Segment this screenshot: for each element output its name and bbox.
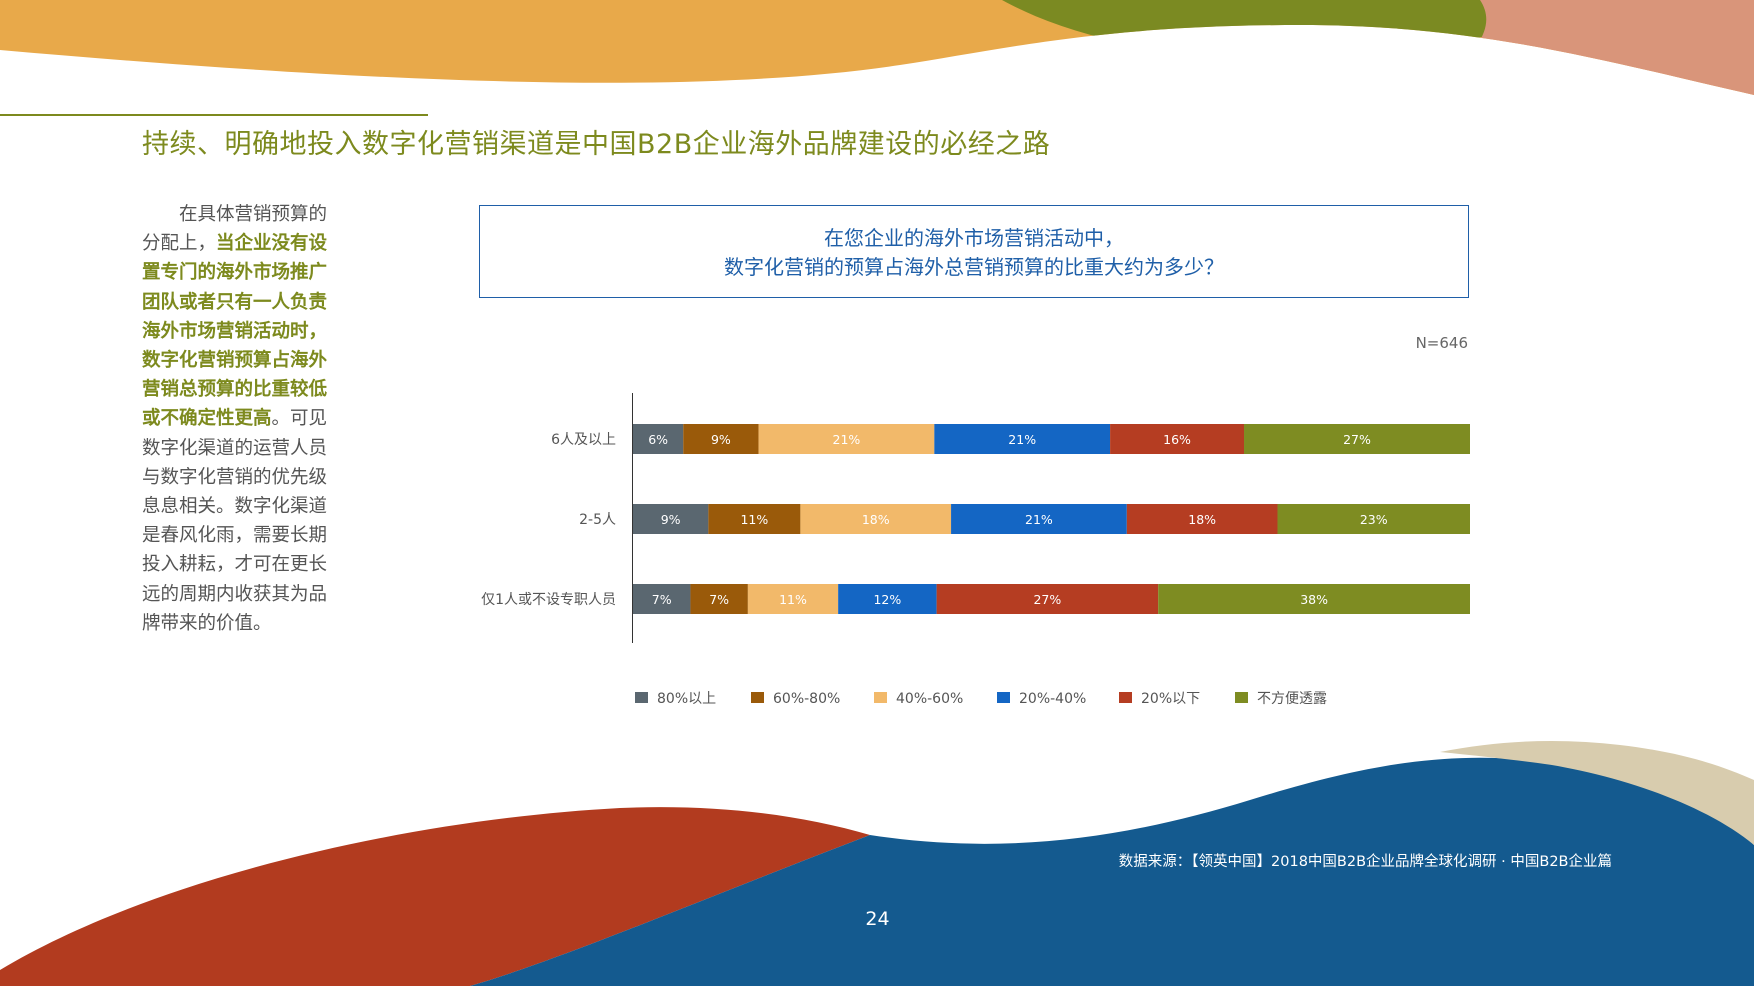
data-label: 16% <box>1163 432 1191 447</box>
bar-segment <box>934 424 1111 454</box>
legend-swatch <box>874 692 887 703</box>
legend-swatch <box>751 692 764 703</box>
bar-segment <box>1110 424 1245 454</box>
side-text-part1: 在具体营销预算的分配上， <box>142 204 328 255</box>
bar-segment <box>1158 584 1470 614</box>
bottom-wave <box>0 740 1754 986</box>
data-label: 9% <box>711 432 731 447</box>
bar-segment <box>1244 424 1470 454</box>
bar-segment <box>747 584 839 614</box>
data-label: 21% <box>833 432 861 447</box>
sample-size: N=646 <box>1415 334 1468 352</box>
question-line1: 在您企业的海外市场营销活动中， <box>824 226 1124 250</box>
bar-segment <box>690 584 748 614</box>
data-label: 23% <box>1360 512 1388 527</box>
legend-swatch <box>1119 692 1132 703</box>
bar-segment <box>800 504 952 534</box>
bar-segment <box>633 424 684 454</box>
side-text-highlight: 当企业没有设置专门的海外市场推广团队或者只有一人负责海外市场营销活动时，数字化营… <box>142 233 328 430</box>
page-number: 24 <box>865 908 890 930</box>
bar-segment <box>951 504 1127 534</box>
data-label: 18% <box>1188 512 1216 527</box>
legend-label: 80%以上 <box>657 691 716 707</box>
legend-label: 20%-40% <box>1019 691 1086 707</box>
question-line2: 数字化营销的预算占海外总营销预算的比重大约为多少？ <box>724 255 1224 279</box>
top-wave <box>0 0 1754 95</box>
bar-segment <box>633 584 691 614</box>
side-text: 在具体营销预算的分配上，当企业没有设置专门的海外市场推广团队或者只有一人负责海外… <box>142 200 338 638</box>
legend-swatch <box>635 692 648 703</box>
data-label: 21% <box>1008 432 1036 447</box>
stacked-bar-chart: 6人及以上 6% 9% 21% 21% 16% 27% 2-5人 9% 11% 18% 21% 18% 2… <box>481 393 1470 707</box>
bar-segment <box>683 424 759 454</box>
bar-segment <box>758 424 935 454</box>
data-label: 21% <box>1025 512 1053 527</box>
page-title: 持续、明确地投入数字化营销渠道是中国B2B企业海外品牌建设的必经之路 <box>142 129 1051 160</box>
data-label: 7% <box>709 592 729 607</box>
data-label: 18% <box>862 512 890 527</box>
legend-label: 60%-80% <box>773 691 840 707</box>
legend-swatch <box>997 692 1010 703</box>
side-text-part2: 。可见数字化渠道的运营人员与数字化营销的优先级息息相关。数字化渠道是春风化雨，需… <box>142 408 328 634</box>
data-label: 27% <box>1343 432 1371 447</box>
legend-swatch <box>1235 692 1248 703</box>
question-box: 在您企业的海外市场营销活动中， 数字化营销的预算占海外总营销预算的比重大约为多少… <box>479 205 1469 298</box>
data-label: 38% <box>1300 592 1328 607</box>
bar-segment <box>1126 504 1278 534</box>
legend-label: 40%-60% <box>896 691 963 707</box>
legend-label: 不方便透露 <box>1257 691 1327 707</box>
data-label: 7% <box>652 592 672 607</box>
title-rule <box>0 114 428 116</box>
data-source: 数据来源：【领英中国】2018中国B2B企业品牌全球化调研 · 中国B2B企业篇 <box>1118 854 1612 870</box>
bar-segment <box>708 504 801 534</box>
data-label: 11% <box>779 592 807 607</box>
category-label: 6人及以上 <box>551 432 616 448</box>
category-label: 2-5人 <box>579 512 616 528</box>
data-label: 9% <box>661 512 681 527</box>
bar-segment <box>936 584 1159 614</box>
data-label: 6% <box>648 432 668 447</box>
legend-label: 20%以下 <box>1141 691 1200 707</box>
bar-segment <box>1277 504 1470 534</box>
data-label: 27% <box>1033 592 1061 607</box>
data-label: 12% <box>873 592 901 607</box>
bar-segment <box>838 584 937 614</box>
data-label: 11% <box>740 512 768 527</box>
category-label: 仅1人或不设专职人员 <box>481 592 616 608</box>
bar-segment <box>633 504 709 534</box>
